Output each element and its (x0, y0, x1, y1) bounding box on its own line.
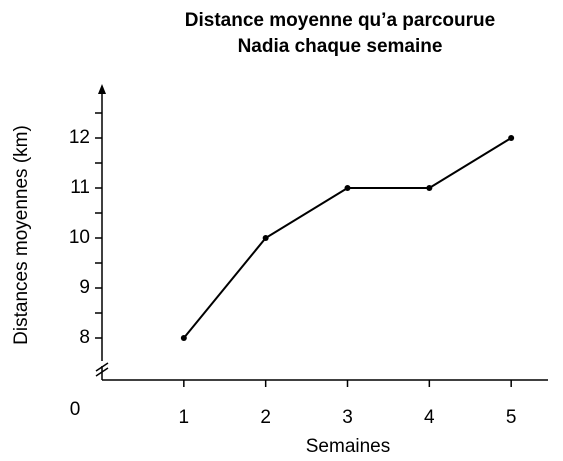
data-line (183, 137, 512, 339)
axis-break (95, 367, 109, 377)
y-tick-label: 12 (69, 127, 90, 148)
x-tick-label: 1 (179, 407, 190, 428)
x-tick-label: 5 (506, 407, 517, 428)
axis-break (95, 362, 109, 372)
y-axis-label: Distances moyennes (km) (11, 125, 32, 345)
data-point (180, 335, 187, 341)
axes (95, 90, 548, 381)
y-tick-label: 9 (79, 277, 90, 298)
y-tick-label: 8 (79, 327, 90, 348)
data-point (508, 135, 515, 141)
x-tick-label: 3 (342, 407, 353, 428)
chart-title: Distance moyenne qu’a parcourue (185, 10, 495, 31)
y-axis-arrow (98, 84, 106, 94)
y-tick-label: 10 (69, 227, 90, 248)
data-point (344, 185, 351, 191)
data-point (262, 235, 269, 241)
x-tick-label: 2 (260, 407, 271, 428)
data-point (426, 185, 433, 191)
origin-label: 0 (70, 399, 81, 420)
x-axis-label: Semaines (306, 436, 391, 457)
y-tick-label: 11 (70, 177, 90, 198)
chart-title: Nadia chaque semaine (238, 36, 443, 57)
x-tick-label: 4 (424, 407, 435, 428)
